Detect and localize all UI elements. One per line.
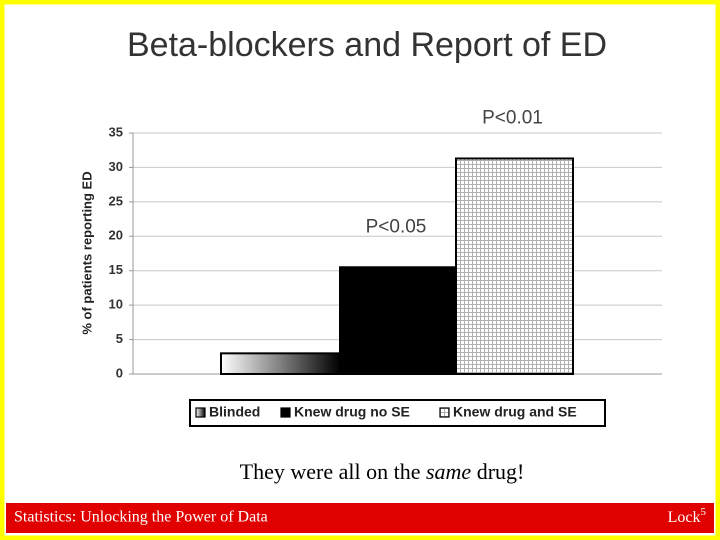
y-tick-label: 25 (109, 193, 123, 208)
y-axis-label: % of patients reporting ED (79, 171, 94, 334)
caption-text: They were all on the (240, 459, 426, 484)
legend-label: Knew drug and SE (453, 404, 577, 420)
annotation: P<0.05 (366, 216, 427, 237)
legend: Blinded Knew drug no SE Knew drug and SE (195, 404, 577, 420)
legend-swatch (439, 407, 450, 418)
footer-bar (6, 503, 714, 533)
footer-right-sup: 5 (701, 506, 707, 518)
y-tick-label: 35 (109, 124, 123, 139)
y-tick-label: 5 (116, 331, 123, 346)
legend-box (189, 399, 606, 427)
y-tick-label: 10 (109, 297, 123, 312)
y-tick-label: 20 (109, 228, 123, 243)
legend-label: Knew drug no SE (294, 404, 410, 420)
legend-swatch (280, 407, 291, 418)
bar (339, 266, 457, 375)
legend-swatch (195, 407, 206, 418)
plot: 0 5 10 15 20 25 30 35 P<0.05 P<0.01 (109, 107, 662, 380)
footer-left: Statistics: Unlocking the Power of Data (14, 509, 268, 526)
chart-title: Beta-blockers and Report of ED (127, 26, 607, 64)
annotation: P<0.01 (482, 107, 543, 128)
footer-right: Lock5 (668, 506, 707, 526)
bar (455, 157, 574, 375)
caption-text: drug! (471, 459, 524, 484)
y-tick-label: 30 (109, 159, 123, 174)
legend-label: Blinded (209, 404, 260, 420)
footer-right-text: Lock (668, 509, 701, 526)
caption: They were all on the same drug! (240, 459, 525, 484)
y-tick-label: 15 (109, 262, 123, 277)
caption-emphasis: same (426, 459, 471, 484)
bar (220, 352, 341, 376)
y-tick-label: 0 (116, 365, 123, 380)
